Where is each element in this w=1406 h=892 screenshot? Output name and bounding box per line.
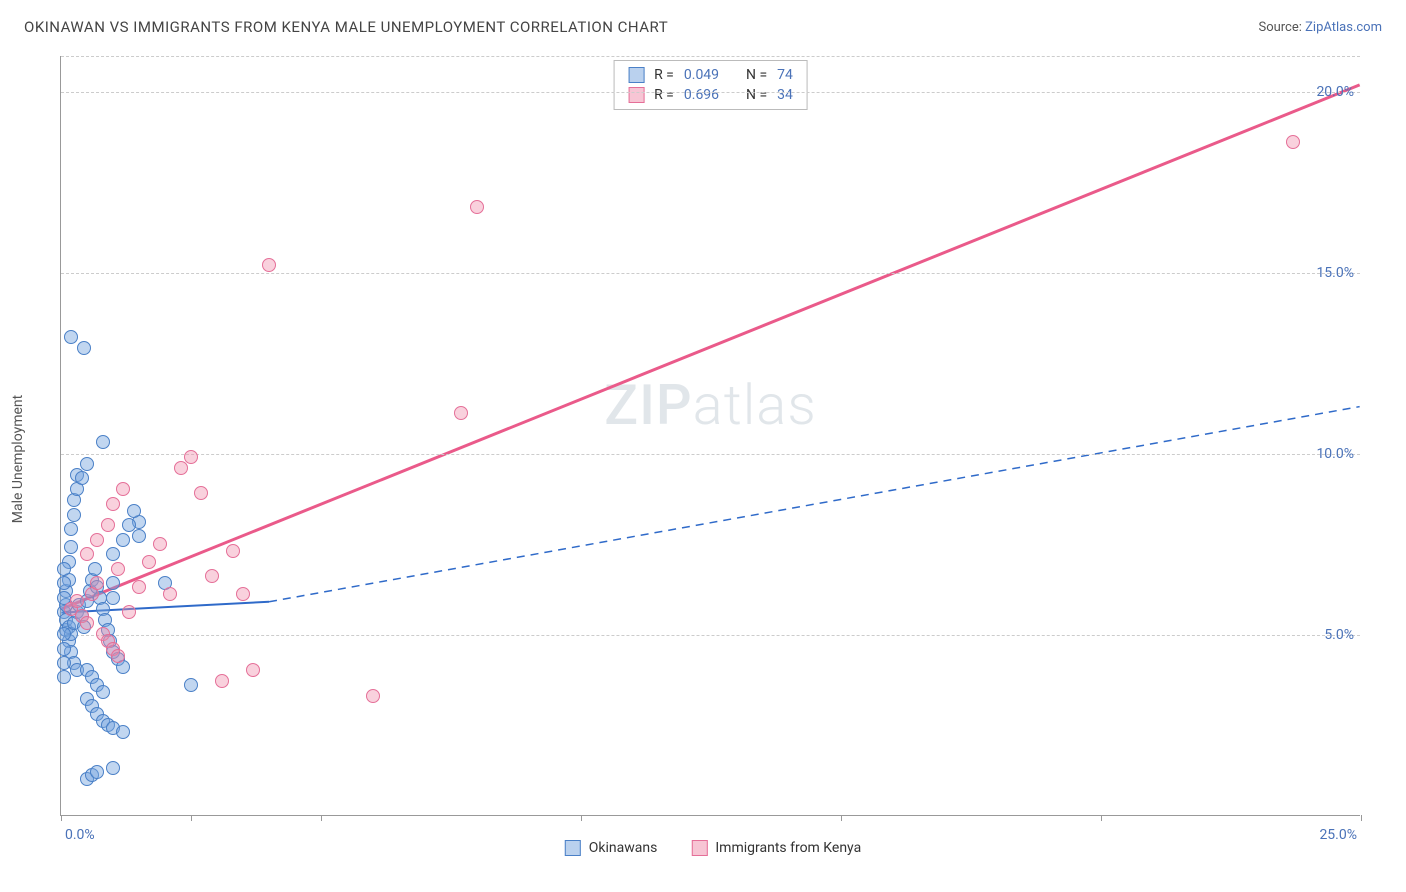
data-point bbox=[127, 504, 141, 518]
data-point bbox=[132, 529, 146, 543]
data-point bbox=[77, 341, 91, 355]
legend-label-pink: Immigrants from Kenya bbox=[715, 840, 861, 856]
gridline bbox=[61, 273, 1360, 274]
data-point bbox=[153, 537, 167, 551]
data-point bbox=[90, 765, 104, 779]
x-tick bbox=[61, 815, 62, 821]
x-tick bbox=[1361, 815, 1362, 821]
data-point bbox=[111, 562, 125, 576]
data-point bbox=[246, 663, 260, 677]
data-point bbox=[116, 482, 130, 496]
data-point bbox=[106, 576, 120, 590]
y-tick-label: 20.0% bbox=[1316, 84, 1354, 100]
data-point bbox=[80, 547, 94, 561]
data-point bbox=[454, 406, 468, 420]
data-point bbox=[142, 555, 156, 569]
data-point bbox=[236, 587, 250, 601]
legend-item-pink: Immigrants from Kenya bbox=[691, 840, 861, 856]
gridline bbox=[61, 635, 1360, 636]
data-point bbox=[57, 576, 71, 590]
x-tick bbox=[321, 815, 322, 821]
data-point bbox=[122, 518, 136, 532]
data-point bbox=[57, 627, 71, 641]
data-point bbox=[80, 616, 94, 630]
data-point bbox=[184, 450, 198, 464]
data-point bbox=[122, 605, 136, 619]
data-point bbox=[101, 518, 115, 532]
swatch-blue bbox=[565, 840, 581, 856]
data-point bbox=[194, 486, 208, 500]
data-point bbox=[226, 544, 240, 558]
trend-lines bbox=[61, 56, 1360, 815]
chart-title: OKINAWAN VS IMMIGRANTS FROM KENYA MALE U… bbox=[24, 18, 668, 36]
data-point bbox=[57, 642, 71, 656]
data-point bbox=[90, 576, 104, 590]
data-point bbox=[106, 497, 120, 511]
gridline bbox=[61, 92, 1360, 93]
legend-label-blue: Okinawans bbox=[589, 840, 658, 856]
data-point bbox=[262, 258, 276, 272]
data-point bbox=[64, 540, 78, 554]
data-point bbox=[1286, 135, 1300, 149]
data-point bbox=[106, 547, 120, 561]
data-point bbox=[57, 562, 71, 576]
data-point bbox=[215, 674, 229, 688]
data-point bbox=[163, 587, 177, 601]
data-point bbox=[106, 761, 120, 775]
x-tick-label: 0.0% bbox=[65, 827, 95, 843]
data-point bbox=[174, 461, 188, 475]
data-point bbox=[470, 200, 484, 214]
data-point bbox=[67, 508, 81, 522]
source-link[interactable]: ZipAtlas.com bbox=[1305, 20, 1382, 35]
chart-container: Male Unemployment ZIPatlas R = 0.049 N =… bbox=[48, 56, 1378, 846]
data-point bbox=[70, 594, 84, 608]
data-point bbox=[111, 649, 125, 663]
data-point bbox=[106, 591, 120, 605]
swatch-pink bbox=[691, 840, 707, 856]
data-point bbox=[57, 670, 71, 684]
y-tick-label: 15.0% bbox=[1316, 265, 1354, 281]
x-tick bbox=[1101, 815, 1102, 821]
source-credit: Source: ZipAtlas.com bbox=[1258, 20, 1382, 35]
source-prefix: Source: bbox=[1258, 20, 1305, 35]
legend-item-blue: Okinawans bbox=[565, 840, 658, 856]
data-point bbox=[88, 562, 102, 576]
plot-area: ZIPatlas R = 0.049 N = 74 R = 0.696 N = … bbox=[60, 56, 1360, 816]
data-point bbox=[64, 330, 78, 344]
data-point bbox=[205, 569, 219, 583]
data-point bbox=[96, 685, 110, 699]
data-point bbox=[116, 725, 130, 739]
y-axis-label: Male Unemployment bbox=[10, 395, 26, 523]
data-point bbox=[184, 678, 198, 692]
y-tick-label: 5.0% bbox=[1324, 627, 1354, 643]
y-tick-label: 10.0% bbox=[1316, 446, 1354, 462]
data-point bbox=[64, 522, 78, 536]
data-point bbox=[132, 580, 146, 594]
data-point bbox=[90, 533, 104, 547]
data-point bbox=[116, 533, 130, 547]
data-point bbox=[366, 689, 380, 703]
data-point bbox=[80, 457, 94, 471]
data-point bbox=[75, 471, 89, 485]
data-point bbox=[57, 656, 71, 670]
x-tick bbox=[191, 815, 192, 821]
data-point bbox=[96, 435, 110, 449]
x-tick bbox=[841, 815, 842, 821]
x-tick bbox=[581, 815, 582, 821]
x-tick-label: 25.0% bbox=[1319, 827, 1357, 843]
gridline bbox=[61, 454, 1360, 455]
